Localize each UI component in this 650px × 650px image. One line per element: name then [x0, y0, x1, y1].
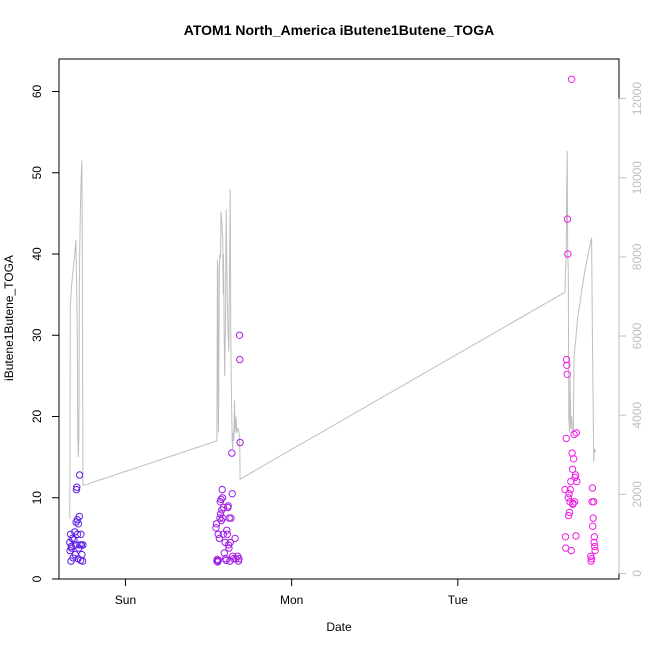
y2-tick-label: 4000 [630, 401, 644, 428]
data-point [66, 530, 75, 538]
data-point [228, 449, 236, 457]
data-point [73, 483, 81, 491]
data-point [565, 490, 573, 498]
data-point [563, 370, 571, 378]
data-point [588, 484, 597, 492]
data-point [589, 514, 597, 522]
data-point [226, 538, 234, 547]
data-point [214, 556, 223, 564]
data-point [567, 546, 575, 555]
data-point [223, 526, 231, 534]
y-tick-label: 20 [30, 410, 44, 424]
data-point [223, 530, 232, 538]
data-point [73, 530, 82, 538]
data-point [77, 530, 85, 538]
data-point [78, 557, 87, 565]
data-point [75, 512, 84, 521]
y-tick-label: 60 [30, 85, 44, 99]
x-tick-label: Sun [115, 593, 136, 607]
data-point [218, 485, 226, 494]
data-point [562, 434, 570, 443]
data-point [566, 485, 574, 494]
y2-tick-label: 0 [630, 570, 644, 577]
data-point [75, 471, 84, 479]
y-tick-label: 40 [30, 247, 44, 261]
data-point [224, 502, 232, 510]
data-point [228, 490, 236, 498]
y-axis-label: iButene1Butene_TOGA [2, 255, 16, 381]
y-tick-label: 0 [30, 575, 44, 582]
y-axis-right: 0 2000 4000 6000 8000 10000 12000 [618, 82, 644, 577]
data-point [235, 331, 244, 339]
data-point [562, 355, 571, 364]
data-point [569, 499, 577, 508]
data-point [215, 534, 224, 543]
data-point [570, 498, 579, 506]
series-points-layer [66, 75, 599, 566]
data-point [570, 430, 578, 439]
data-point [572, 532, 580, 540]
plot-area [58, 58, 620, 580]
data-point [74, 520, 83, 528]
data-point [70, 536, 78, 544]
data-point [561, 485, 569, 494]
chart-title: ATOM1 North_America iButene1Butene_TOGA [184, 22, 494, 38]
data-point [573, 477, 581, 486]
data-point [563, 361, 571, 369]
y-tick-label: 30 [30, 328, 44, 342]
data-point [590, 538, 598, 547]
x-tick-label: Tue [448, 593, 469, 607]
data-point [591, 546, 599, 555]
data-point [589, 522, 597, 530]
y2-tick-label: 12000 [630, 82, 644, 116]
data-point [217, 495, 225, 504]
x-axis-label: Date [326, 620, 352, 634]
data-point [569, 455, 578, 463]
data-point [218, 494, 227, 502]
data-point [235, 555, 243, 563]
y2-tick-label: 8000 [630, 243, 644, 270]
data-point [231, 534, 239, 543]
data-point [214, 530, 222, 538]
data-point [572, 429, 580, 437]
data-point [212, 524, 220, 532]
data-point [225, 544, 233, 552]
x-axis: Sun Mon Tue [115, 579, 468, 607]
data-point [212, 520, 221, 528]
data-point [564, 250, 572, 258]
y2-tick-label: 2000 [630, 481, 644, 508]
series-line [69, 150, 596, 519]
data-point [219, 503, 228, 512]
data-point [590, 533, 599, 541]
data-point [236, 355, 244, 364]
data-point [591, 542, 599, 551]
data-point [68, 534, 77, 543]
series-line-layer [69, 150, 596, 519]
data-point [561, 533, 570, 541]
data-point [565, 508, 574, 517]
data-point [567, 75, 576, 84]
data-point [568, 465, 577, 473]
data-point [222, 556, 230, 564]
y-axis-left: 0 10 20 30 40 50 60 [30, 85, 59, 582]
data-point [236, 438, 244, 447]
x-tick-label: Mon [280, 593, 303, 607]
data-point [79, 541, 87, 549]
data-point [564, 511, 573, 520]
data-point [227, 514, 235, 522]
data-point [564, 494, 572, 502]
data-point [590, 498, 598, 506]
y-tick-label: 50 [30, 166, 44, 180]
y-tick-label: 10 [30, 491, 44, 505]
y2-tick-label: 10000 [630, 161, 644, 195]
data-point [587, 555, 596, 563]
y2-tick-label: 6000 [630, 322, 644, 349]
data-point [563, 215, 572, 223]
